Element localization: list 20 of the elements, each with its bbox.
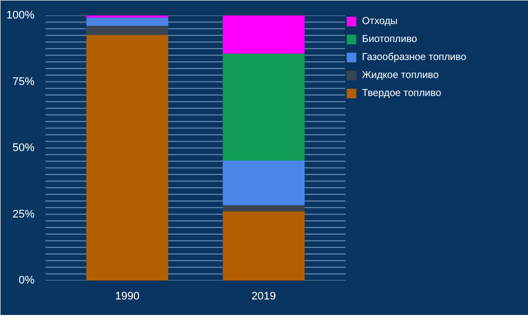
bar [222, 160, 305, 206]
x-tick-label: 2019 [251, 290, 276, 302]
y-tick-label: 50% [12, 142, 35, 154]
legend-label: Твердое топливо [362, 88, 442, 98]
bar [222, 16, 305, 54]
y-tick-label: 100% [6, 10, 35, 22]
y-tick-label: 25% [12, 208, 35, 220]
bar [222, 211, 305, 280]
bar [222, 205, 305, 212]
y-tick-label: 75% [12, 76, 35, 88]
x-tick-label: 1990 [115, 290, 140, 302]
bar [86, 34, 168, 280]
bar [86, 26, 168, 35]
legend-label: Жидкое топливо [362, 70, 439, 80]
legend-label: Газообразное топливо [362, 52, 466, 62]
bar [86, 18, 168, 26]
y-tick-label: 0% [18, 274, 35, 286]
bar [222, 54, 305, 160]
legend-label: Биотопливо [362, 34, 418, 44]
legend-label: Отходы [362, 16, 399, 26]
